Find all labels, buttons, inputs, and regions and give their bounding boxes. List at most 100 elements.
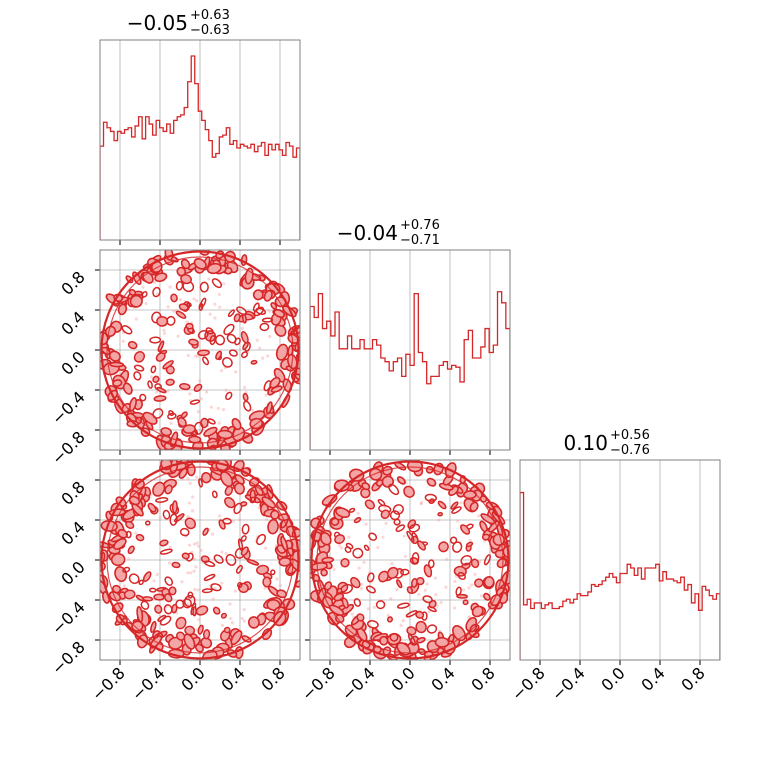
density-speckle [144, 301, 148, 306]
contour-blob-inner [426, 624, 438, 634]
density-speckle [197, 544, 201, 548]
contour-blob-inner [156, 386, 167, 394]
contour-blob-inner [334, 534, 346, 545]
contour-blob-inner [198, 478, 203, 488]
density-speckle [166, 305, 170, 309]
density-speckle [398, 509, 402, 513]
contour-blob-outer [280, 536, 289, 552]
density-speckle [479, 594, 484, 598]
density-speckle [162, 331, 167, 335]
contour-frame [309, 459, 511, 661]
parameter-upper-error: +0.76 [400, 218, 440, 233]
density-speckle [158, 516, 162, 520]
density-speckle [172, 309, 176, 313]
density-speckle [419, 501, 424, 505]
density-speckle [359, 582, 364, 586]
contour-blob-inner [241, 351, 249, 359]
density-speckle [453, 579, 457, 584]
contour-blob-outer [333, 592, 345, 602]
contour-blob-inner [162, 509, 171, 520]
contour-blob-outer [416, 636, 426, 644]
contour-blob-inner [415, 610, 425, 619]
contour-blob-inner [474, 578, 484, 588]
contour-blob-inner [164, 593, 173, 603]
contour-blob-inner [233, 313, 241, 323]
density-speckle [155, 292, 160, 296]
parameter-value: 0.10 [563, 431, 608, 455]
contour-blob-inner [170, 293, 178, 303]
contour-blob-inner [123, 589, 136, 600]
density-speckle [233, 589, 238, 593]
contour-outer-ring [100, 460, 300, 660]
density-speckle [473, 572, 477, 576]
contour-blob-inner [175, 280, 184, 291]
contour-blob-outer [128, 288, 137, 296]
density-speckle [433, 576, 437, 580]
contour-blob-outer [483, 592, 491, 601]
density-speckle [419, 502, 423, 506]
density-speckle [459, 501, 463, 505]
contour-blob-inner [184, 625, 196, 636]
contour-blob-inner [403, 485, 415, 498]
contour-blob-inner [364, 499, 375, 510]
contour-blob-inner [348, 507, 356, 513]
density-speckle [192, 297, 196, 301]
contour-blob-inner [225, 554, 237, 566]
contour-blob-outer [217, 429, 234, 440]
density-speckle [453, 606, 457, 610]
contour-blob-inner [386, 566, 399, 579]
density-speckle [220, 581, 224, 585]
contour-blob-inner [193, 383, 203, 392]
contour-blob-inner [181, 552, 190, 560]
contour-blob-inner [165, 378, 175, 386]
contour-blob-outer [426, 477, 437, 487]
contour-blob-inner [363, 544, 370, 551]
contour-blob-outer [252, 289, 264, 301]
contour-blob-outer [233, 482, 246, 495]
contour-blob-inner [180, 273, 192, 285]
contour-blob-inner [122, 566, 131, 573]
density-speckle [162, 328, 166, 332]
contour-blob-outer [186, 463, 196, 477]
contour-blob-inner [197, 330, 209, 340]
contour-blob-inner [209, 335, 216, 346]
contour-blob-inner [203, 560, 216, 568]
density-speckle [190, 495, 195, 499]
density-speckle [213, 316, 217, 320]
contour-blob-outer [230, 630, 243, 646]
contour-blob-inner [141, 290, 148, 298]
density-speckle [255, 338, 259, 342]
contour-blob-inner [144, 520, 151, 526]
density-speckle [251, 408, 255, 412]
contour-blob-inner [176, 631, 186, 641]
contour-blob-inner [250, 359, 258, 365]
contour-blob-inner [422, 595, 433, 604]
contour-blob-outer [379, 635, 389, 646]
density-speckle [155, 390, 159, 394]
density-speckle [186, 514, 190, 519]
contour-blob-inner [155, 352, 166, 362]
density-speckle [364, 522, 368, 526]
density-speckle [167, 561, 172, 565]
contour-blob-inner [185, 322, 194, 330]
density-speckle [395, 587, 399, 592]
density-speckle [467, 586, 471, 590]
contour-blob-inner [227, 309, 236, 318]
contour-blob-outer [200, 637, 213, 649]
density-speckle [456, 519, 460, 523]
density-speckle [208, 312, 212, 316]
contour-blob-inner [166, 315, 176, 326]
contour-blob-inner [201, 588, 213, 594]
contour-blob-outer [275, 343, 289, 361]
contour-blob-inner [356, 613, 365, 622]
density-speckle [198, 379, 202, 383]
density-speckle [221, 408, 226, 412]
contour-blob-inner [203, 573, 216, 582]
contour-blob-inner [344, 546, 352, 554]
contour-blob-inner [159, 539, 169, 547]
contour-blob-outer [270, 509, 280, 520]
contour-blob-inner [397, 602, 410, 609]
contour-blob-inner [167, 412, 177, 420]
density-speckle [372, 605, 376, 609]
contour-blob-outer [396, 476, 406, 485]
